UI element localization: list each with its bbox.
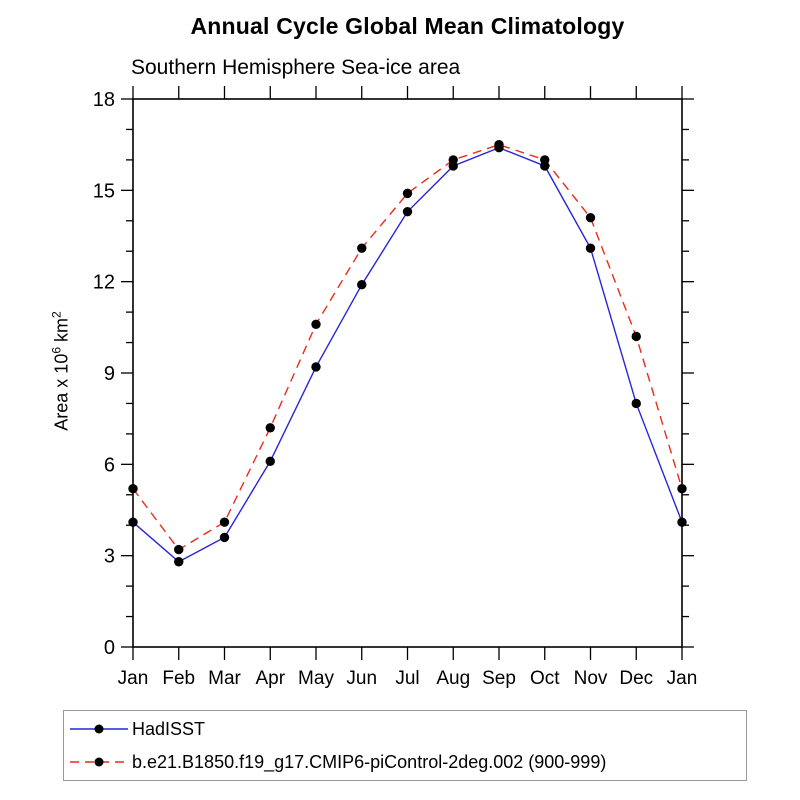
data-point: [128, 517, 138, 527]
x-tick-label: Oct: [530, 668, 560, 689]
data-point: [265, 423, 275, 433]
plot-box: [132, 98, 683, 648]
data-point: [631, 331, 641, 342]
y-tick-label: 15: [93, 180, 115, 202]
x-tick-label: Dec: [619, 668, 653, 689]
data-point: [585, 243, 596, 253]
data-point: [402, 188, 413, 199]
y-tick-label: 0: [104, 637, 115, 659]
legend-label-hadisst: HadISST: [132, 718, 206, 739]
data-point: [357, 243, 367, 253]
x-tick-label: Apr: [255, 668, 285, 689]
legend-item-hadisst: HadISST: [68, 713, 746, 746]
legend-marker-dot-icon: [94, 724, 104, 734]
data-point: [311, 362, 321, 372]
data-point: [357, 280, 367, 290]
data-point: [174, 557, 184, 567]
x-tick-label: Feb: [162, 668, 195, 689]
data-point: [494, 143, 504, 153]
x-tick-label: Jul: [395, 668, 419, 689]
data-point: [219, 532, 230, 543]
x-tick-label: Aug: [436, 668, 470, 689]
cmip6-line: [132, 143, 683, 551]
chart-title: Annual Cycle Global Mean Climatology: [190, 13, 625, 39]
legend-label-cmip6: b.e21.B1850.f19_g17.CMIP6-piControl-2deg…: [132, 751, 607, 772]
data-point: [128, 483, 138, 494]
cmip6-line-sample: [70, 757, 128, 767]
legend-item-cmip6: b.e21.B1850.f19_g17.CMIP6-piControl-2deg…: [68, 746, 746, 779]
data-point: [174, 544, 184, 555]
x-tick-label: Nov: [574, 668, 608, 689]
data-point: [265, 456, 275, 466]
x-tick-label: Mar: [208, 668, 241, 689]
chart-subtitle: Southern Hemisphere Sea-ice area: [131, 56, 461, 79]
data-point: [311, 319, 321, 329]
data-point: [585, 213, 596, 223]
y-tick-label: 6: [104, 454, 115, 476]
hadisst-line-sample: [70, 724, 128, 734]
legend: HadISST b.e21.B1850.f19_g17.CMIP6-piCont…: [63, 710, 747, 781]
data-point: [540, 161, 550, 171]
x-tick-label: Jan: [118, 668, 149, 689]
y-tick-label: 3: [104, 546, 115, 568]
data-point: [219, 517, 230, 527]
y-tick-label: 12: [93, 272, 115, 294]
legend-marker-dot-icon: [94, 757, 104, 767]
data-point: [677, 517, 687, 527]
data-point: [448, 161, 458, 171]
y-tick-label: 9: [104, 363, 115, 385]
x-tick-label: Sep: [482, 668, 516, 689]
x-tick-label: Jan: [667, 668, 698, 689]
data-point: [677, 483, 687, 494]
y-tick-label: 18: [93, 89, 115, 111]
data-point: [402, 206, 413, 217]
x-tick-label: Jun: [346, 668, 377, 689]
x-tick-label: May: [298, 668, 334, 689]
data-point: [631, 398, 641, 409]
